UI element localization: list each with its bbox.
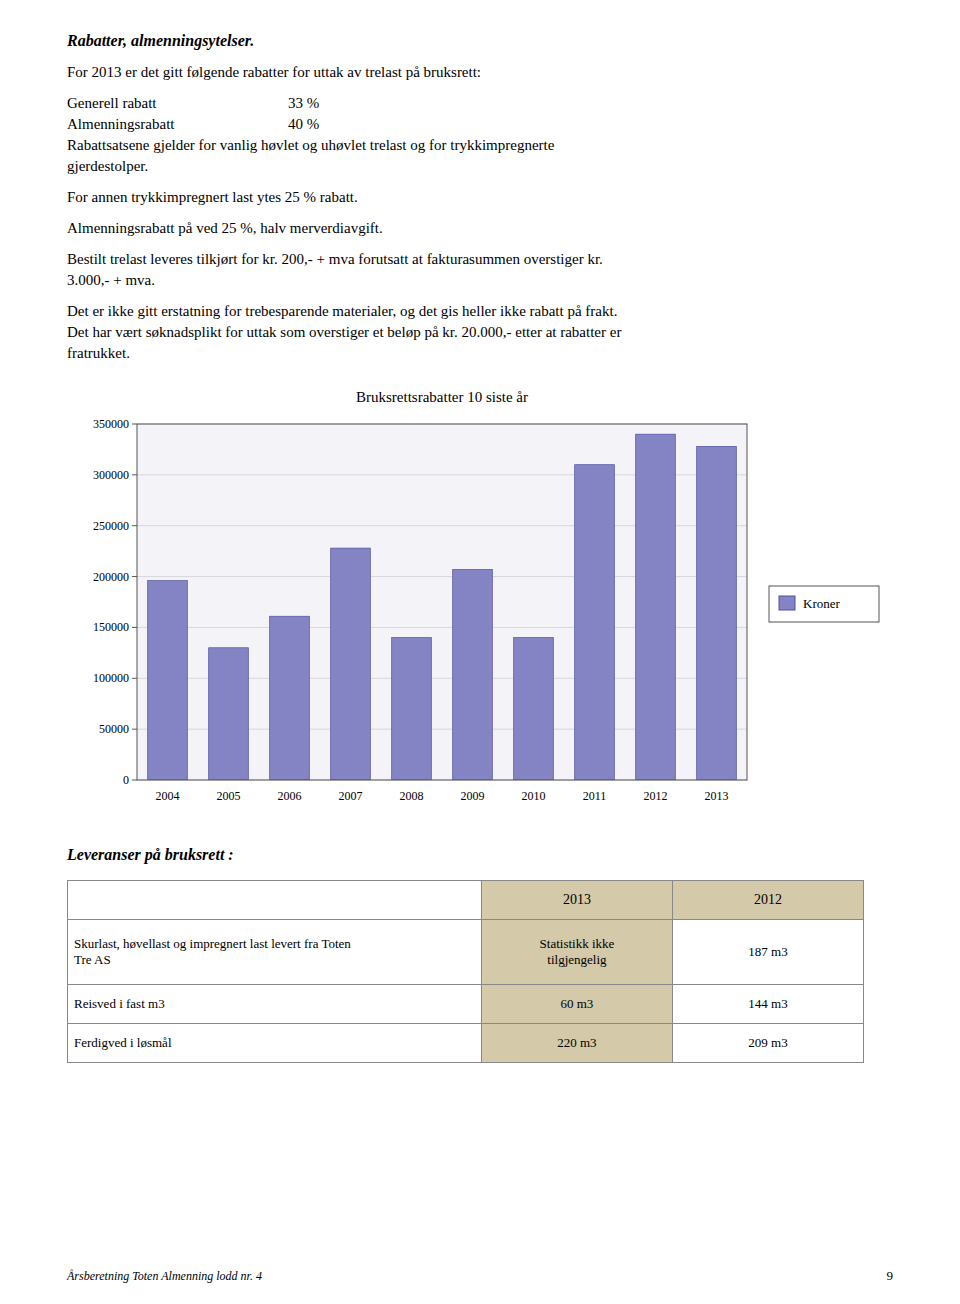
y-tick <box>132 525 137 526</box>
table-row: Ferdigved i løsmål220 m3209 m3 <box>68 1024 864 1063</box>
table-cell: 220 m3 <box>481 1024 672 1063</box>
table-cell: Statistikk ikketilgjengelig <box>481 920 672 985</box>
rate-label: Generell rabatt <box>67 93 288 114</box>
spacer <box>67 239 893 249</box>
y-tick-label: 250000 <box>93 519 129 533</box>
x-tick-label: 2009 <box>461 789 485 803</box>
bar <box>575 465 615 780</box>
y-tick <box>132 780 137 781</box>
x-tick-label: 2007 <box>339 789 363 803</box>
y-tick <box>132 729 137 730</box>
bar <box>209 648 249 780</box>
table-cell: 209 m3 <box>672 1024 863 1063</box>
paragraph-line: gjerdestolper. <box>67 156 893 177</box>
x-tick-label: 2004 <box>156 789 180 803</box>
x-tick-label: 2008 <box>400 789 424 803</box>
y-tick-label: 200000 <box>93 570 129 584</box>
paragraph: Almenningsrabatt på ved 25 %, halv merve… <box>67 218 893 239</box>
x-tick-label: 2012 <box>644 789 668 803</box>
y-tick-label: 50000 <box>99 722 129 736</box>
page: Rabatter, almenningsytelser. For 2013 er … <box>0 0 960 1304</box>
y-tick-label: 350000 <box>93 417 129 431</box>
y-tick <box>132 424 137 425</box>
y-tick-label: 300000 <box>93 468 129 482</box>
y-tick <box>132 576 137 577</box>
table-cell: Reisved i fast m3 <box>68 985 482 1024</box>
paragraph-text: Rabattsatsene gjelder for vanlig høvlet … <box>67 137 554 153</box>
x-tick-label: 2010 <box>522 789 546 803</box>
bar <box>270 616 310 780</box>
paragraph: For annen trykkimpregnert last ytes 25 %… <box>67 187 893 208</box>
legend-label: Kroner <box>803 596 840 611</box>
table-cell: 2013 <box>481 881 672 920</box>
paragraph-line: Bestilt trelast leveres tilkjørt for kr.… <box>67 249 893 270</box>
legend-box <box>769 586 879 622</box>
paragraph-line: 3.000,- + mva. <box>67 270 893 291</box>
y-tick <box>132 627 137 628</box>
legend-swatch <box>779 596 795 610</box>
table-cell: Skurlast, høvellast og impregnert last l… <box>68 920 482 985</box>
table-header: 20132012 <box>68 881 864 920</box>
chart-title: Bruksrettsrabatter 10 siste år <box>356 389 528 405</box>
footer-right: 9 <box>887 1268 894 1284</box>
table-cell: 144 m3 <box>672 985 863 1024</box>
data-table: 20132012Skurlast, høvellast og impregner… <box>67 880 864 1063</box>
y-tick-label: 0 <box>123 773 129 787</box>
paragraph: For 2013 er det gitt følgende rabatter f… <box>67 62 893 83</box>
spacer <box>67 83 893 93</box>
x-tick-label: 2011 <box>583 789 607 803</box>
bar <box>453 569 493 780</box>
bar-chart: Bruksrettsrabatter 10 siste år 0 50000 1000… <box>67 380 893 820</box>
paragraph-line: Generell rabatt33 % <box>67 93 893 114</box>
table-cell: Ferdigved i løsmål <box>68 1024 482 1063</box>
table-row: Skurlast, høvellast og impregnert last l… <box>68 920 864 985</box>
x-tick-label: 2005 <box>217 789 241 803</box>
plot-background <box>137 424 747 780</box>
bar <box>331 548 371 780</box>
plot-frame <box>137 424 747 780</box>
page-title: Rabatter, almenningsytelser. <box>67 30 893 52</box>
paragraph-line: Det har vært søknadsplikt for uttak som … <box>67 322 893 343</box>
content: Rabatter, almenningsytelser. For 2013 er … <box>67 30 893 1063</box>
paragraph-line: fratrukket. <box>67 343 893 364</box>
paragraph-line: Det er ikke gitt erstatning for trebespa… <box>67 301 893 322</box>
y-tick <box>132 678 137 679</box>
table-cell <box>68 881 482 920</box>
bars <box>148 434 737 780</box>
x-tick-label: 2006 <box>278 789 302 803</box>
paragraph-line: Rabattsatsene gjelder for vanlig høvlet … <box>67 135 893 156</box>
bar <box>148 581 188 780</box>
rate-value: 40 % <box>288 116 319 132</box>
footer-left: Årsberetning Toten Almenning lodd nr. 4 <box>67 1269 262 1284</box>
spacer <box>67 177 893 187</box>
x-tick-label: 2013 <box>705 789 729 803</box>
rate-label: Almenningsrabatt <box>67 114 288 135</box>
section-title: Leveranser på bruksrett : <box>67 844 893 866</box>
bar <box>697 446 737 780</box>
table-row: Reisved i fast m360 m3144 m3 <box>68 985 864 1024</box>
legend: Kroner <box>769 586 879 622</box>
bar <box>514 638 554 780</box>
y-tick <box>132 474 137 475</box>
bar <box>392 638 432 780</box>
y-tick-label: 150000 <box>93 620 129 634</box>
paragraph-line: Almenningsrabatt40 % <box>67 114 893 135</box>
y-tick-label: 100000 <box>93 671 129 685</box>
table-cell: 187 m3 <box>672 920 863 985</box>
spacer <box>67 208 893 218</box>
paragraph-text: gjerdestolper. <box>67 158 148 174</box>
spacer <box>67 291 893 301</box>
table-cell: 60 m3 <box>481 985 672 1024</box>
rate-value: 33 % <box>288 95 319 111</box>
bar <box>636 434 676 780</box>
table-cell: 2012 <box>672 881 863 920</box>
